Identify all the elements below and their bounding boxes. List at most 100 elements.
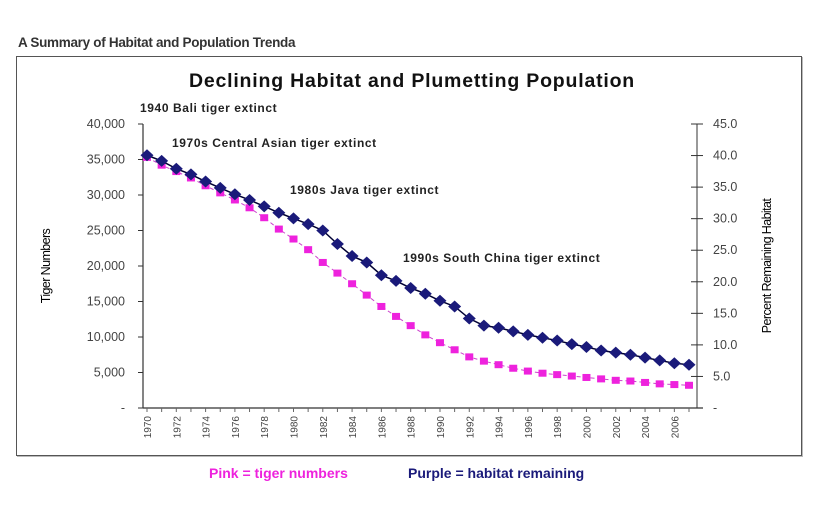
x-tick-label: 1976 — [231, 416, 242, 439]
y-tick-label: 5,000 — [94, 366, 125, 380]
x-tick-label: 2004 — [641, 416, 652, 439]
y-tick-label: 15,000 — [87, 295, 125, 309]
data-point-diamond — [550, 334, 564, 347]
y2-tick-label: 30.0 — [713, 212, 737, 226]
data-point-square — [685, 381, 693, 389]
data-point-square — [392, 312, 401, 320]
annotation-south-china: 1990s South China tiger extinct — [403, 251, 600, 265]
x-tick-label: 1992 — [465, 416, 476, 439]
data-point-diamond — [462, 312, 476, 325]
data-point-diamond — [418, 287, 432, 300]
data-point-square — [406, 322, 415, 330]
annotation-java: 1980s Java tiger extinct — [290, 183, 439, 197]
y2-tick-label: - — [713, 401, 717, 415]
data-point-square — [626, 377, 635, 385]
data-point-square — [582, 373, 591, 381]
page-heading: A Summary of Habitat and Population Tren… — [18, 35, 296, 50]
data-point-diamond — [389, 274, 403, 287]
series-group — [140, 149, 696, 389]
data-point-diamond — [667, 357, 681, 370]
y2-tick-label: 40.0 — [713, 149, 737, 163]
data-point-diamond — [682, 358, 696, 371]
data-point-square — [670, 381, 679, 389]
data-point-diamond — [360, 256, 374, 269]
data-point-diamond — [140, 149, 154, 162]
data-point-diamond — [272, 206, 286, 219]
data-point-square — [509, 364, 518, 372]
y-tick-label: - — [121, 401, 125, 415]
data-point-diamond — [433, 294, 447, 307]
data-point-square — [538, 369, 547, 377]
axes: - 5,000 10,000 15,000 20,000 25,000 30,000 35,0… — [87, 117, 738, 438]
data-point-diamond — [623, 348, 637, 361]
y2-tick-label: 15.0 — [713, 306, 737, 320]
data-point-diamond — [155, 154, 169, 167]
data-point-diamond — [213, 181, 227, 194]
data-point-diamond — [565, 338, 579, 351]
data-point-diamond — [579, 340, 593, 353]
chart-title: Declining Habitat and Plumetting Populat… — [189, 70, 635, 92]
data-point-diamond — [448, 300, 462, 313]
x-tick-label: 1974 — [202, 416, 213, 439]
data-point-diamond — [521, 328, 535, 341]
y2-tick-label: 35.0 — [713, 180, 737, 194]
y2-tick-label: 5.0 — [713, 369, 730, 383]
data-point-square — [377, 302, 386, 310]
y2-tick-label: 10.0 — [713, 338, 737, 352]
data-point-diamond — [286, 212, 300, 225]
data-point-square — [274, 225, 283, 233]
data-point-square — [333, 269, 342, 277]
x-tick-label: 1972 — [172, 416, 183, 439]
data-point-square — [553, 371, 562, 379]
data-point-square — [465, 353, 474, 361]
x-tick-label: 1988 — [407, 416, 418, 439]
data-point-diamond — [609, 346, 623, 359]
x-tick-label: 2002 — [612, 416, 623, 439]
data-point-diamond — [199, 175, 213, 188]
y-tick-label: 30,000 — [87, 188, 125, 202]
data-point-diamond — [301, 218, 315, 231]
data-point-square — [348, 280, 357, 288]
data-point-square — [494, 361, 503, 369]
data-point-square — [450, 346, 459, 354]
data-point-square — [479, 357, 488, 365]
x-tick-label: 2000 — [582, 416, 593, 439]
legend-pink: Pink = tiger numbers — [209, 465, 348, 481]
data-point-square — [318, 258, 327, 266]
y2-tick-label: 20.0 — [713, 275, 737, 289]
data-point-square — [260, 214, 269, 222]
data-point-diamond — [169, 162, 183, 175]
chart-frame — [16, 56, 802, 456]
x-tick-label: 1994 — [495, 416, 506, 439]
y2-tick-label: 25.0 — [713, 243, 737, 257]
data-point-diamond — [243, 193, 257, 206]
x-tick-label: 1970 — [143, 416, 154, 439]
data-point-square — [421, 331, 430, 339]
data-point-square — [523, 367, 532, 375]
data-point-diamond — [536, 331, 550, 344]
data-point-diamond — [228, 188, 242, 201]
annotation-central-asian: 1970s Central Asian tiger extinct — [172, 136, 377, 150]
data-point-square — [289, 235, 298, 243]
data-point-square — [435, 339, 444, 347]
data-point-diamond — [492, 321, 506, 334]
data-point-square — [655, 380, 664, 388]
x-tick-label: 1996 — [524, 416, 535, 439]
x-tick-label: 1982 — [319, 416, 330, 439]
series-habitat — [140, 149, 696, 371]
data-point-square — [304, 246, 313, 254]
y2-tick-label: 45.0 — [713, 117, 737, 131]
data-point-square — [567, 372, 576, 380]
x-tick-label: 1984 — [348, 416, 359, 439]
data-point-diamond — [330, 237, 344, 250]
data-point-diamond — [477, 319, 491, 332]
x-tick-label: 1998 — [553, 416, 564, 439]
data-point-diamond — [404, 282, 418, 295]
data-point-diamond — [184, 168, 198, 181]
y-tick-label: 40,000 — [87, 117, 125, 131]
data-point-square — [597, 375, 606, 383]
data-point-diamond — [345, 250, 359, 263]
data-point-diamond — [374, 269, 388, 282]
y-tick-label: 25,000 — [87, 224, 125, 238]
